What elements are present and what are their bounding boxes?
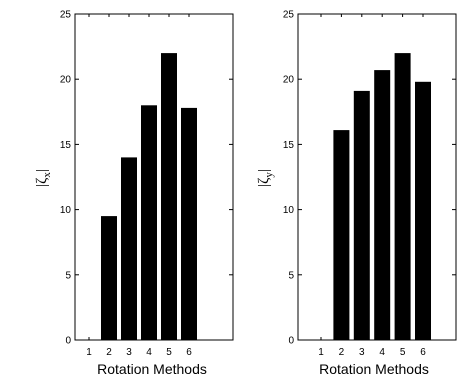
x-tick-label: 4 [146, 347, 152, 358]
x-tick-label: 6 [186, 347, 192, 358]
bar-5 [161, 53, 177, 340]
bar-6 [181, 107, 197, 341]
x-tick-label: 3 [126, 347, 132, 358]
x-tick-label: 1 [86, 347, 92, 358]
bar-2 [333, 130, 350, 340]
x-axis-label: Rotation Methods [97, 361, 207, 377]
y-axis-label-base: |ζ [34, 178, 50, 187]
y-tick-label: 25 [60, 10, 72, 21]
bar-5 [394, 53, 411, 340]
chart-zeta-y: 0 5 10 15 20 25 1 2 3 4 5 6 Rotation Methods |ζy| [256, 10, 457, 377]
y-tick-label: 5 [288, 270, 294, 281]
x-ticks: 1 2 3 4 5 6 [86, 14, 192, 358]
x-tick-label: 5 [166, 347, 172, 358]
x-tick-label: 2 [339, 347, 345, 358]
x-tick-label: 2 [106, 347, 112, 358]
x-tick-label: 5 [400, 347, 406, 358]
x-tick-label: 4 [379, 347, 385, 358]
y-axis-label-base: |ζ [256, 178, 272, 187]
y-tick-label: 25 [283, 10, 295, 21]
x-tick-label: 3 [359, 347, 365, 358]
y-tick-label: 10 [60, 205, 72, 216]
y-tick-label: 20 [60, 75, 72, 86]
bar-6 [415, 81, 431, 341]
y-tick-label: 10 [283, 205, 295, 216]
y-axis-label: |ζy| [256, 169, 275, 187]
bars [333, 53, 431, 341]
y-tick-label: 0 [288, 336, 294, 347]
y-tick-label: 0 [65, 336, 71, 347]
x-ticks: 1 2 3 4 5 6 [318, 14, 426, 358]
chart-zeta-x: 0 5 10 15 20 25 1 2 3 4 5 6 Rotation Methods |ζx| [34, 10, 234, 377]
bar-2 [101, 216, 117, 340]
bars [101, 53, 197, 341]
y-axis-label-close: | [34, 169, 50, 172]
y-tick-label: 15 [283, 140, 295, 151]
bar-3 [121, 157, 137, 340]
y-axis-label: |ζx| [34, 169, 53, 187]
x-axis-label: Rotation Methods [319, 361, 429, 377]
x-tick-label: 1 [318, 347, 324, 358]
y-ticks: 0 5 10 15 20 25 [60, 10, 233, 347]
bar-4 [141, 105, 157, 340]
bar-3 [353, 90, 370, 341]
y-tick-label: 20 [283, 75, 295, 86]
x-tick-label: 6 [420, 347, 426, 358]
y-tick-label: 5 [65, 270, 71, 281]
y-axis-label-close: | [256, 169, 272, 172]
bar-4 [374, 70, 391, 340]
y-axis-label-subscript: y [263, 172, 275, 178]
y-axis-label-subscript: x [41, 172, 53, 178]
y-ticks: 0 5 10 15 20 25 [283, 10, 456, 347]
y-tick-label: 15 [60, 140, 72, 151]
